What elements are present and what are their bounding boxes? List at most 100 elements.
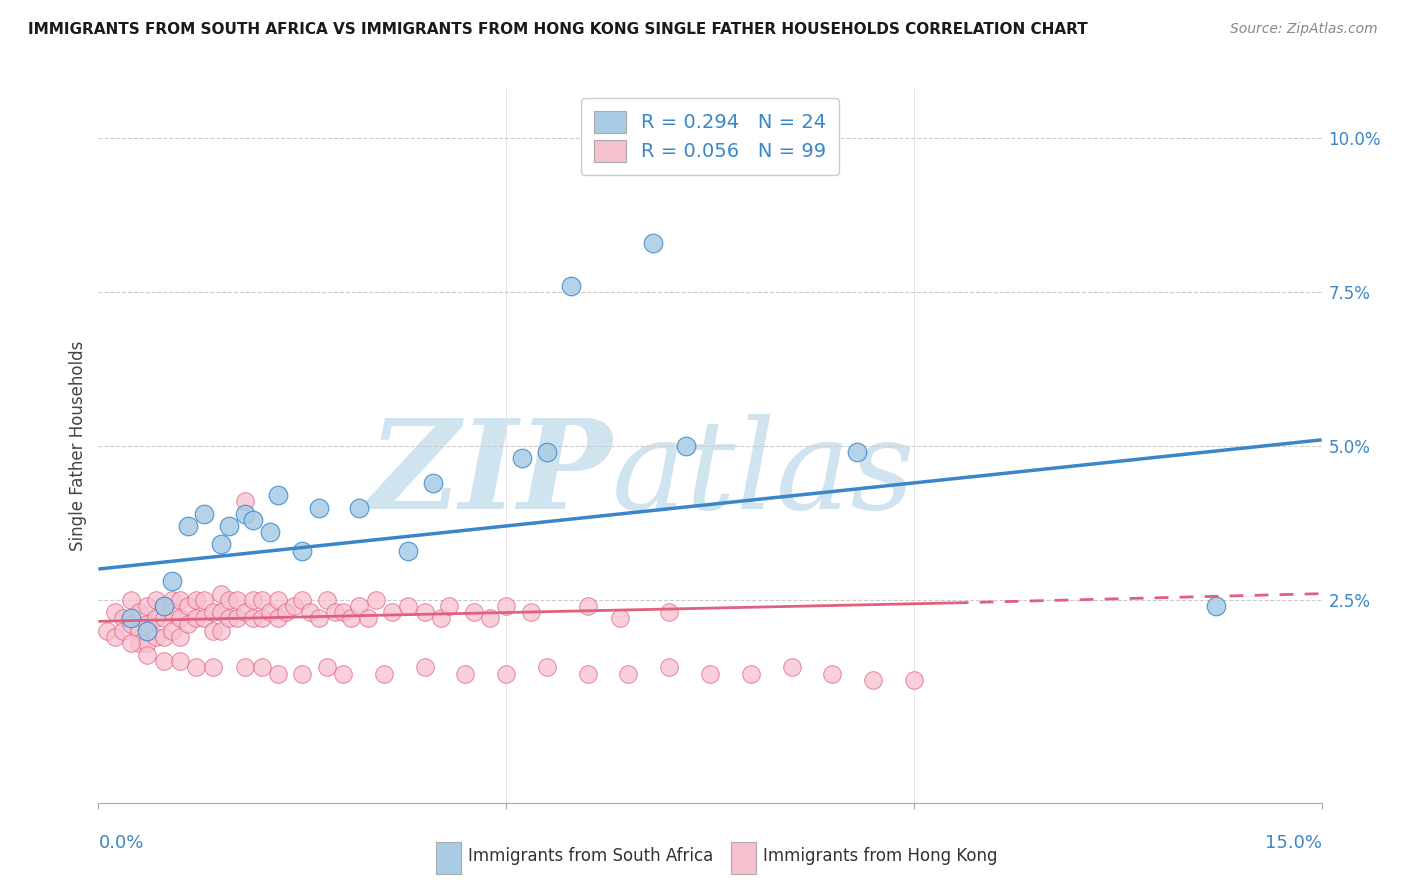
Text: 15.0%: 15.0%	[1264, 834, 1322, 852]
Text: ZIP: ZIP	[368, 414, 612, 535]
Point	[193, 611, 215, 625]
Text: Immigrants from South Africa: Immigrants from South Africa	[468, 847, 713, 865]
Point	[299, 605, 322, 619]
Point	[413, 660, 436, 674]
Point	[145, 611, 167, 625]
Point	[128, 636, 150, 650]
Point	[152, 654, 174, 668]
Point	[169, 592, 191, 607]
Point	[617, 666, 640, 681]
Point	[283, 599, 305, 613]
Point	[267, 592, 290, 607]
Point	[177, 599, 200, 613]
Point	[233, 660, 256, 674]
Point	[576, 666, 599, 681]
Point	[145, 630, 167, 644]
Point	[609, 611, 631, 625]
Point	[233, 507, 256, 521]
Point	[845, 445, 868, 459]
Point	[177, 519, 200, 533]
Point	[658, 660, 681, 674]
Point	[512, 451, 534, 466]
Point	[315, 592, 337, 607]
Point	[364, 592, 387, 607]
Point	[242, 513, 264, 527]
Point	[308, 611, 330, 625]
Point	[373, 666, 395, 681]
Point	[291, 666, 314, 681]
Y-axis label: Single Father Households: Single Father Households	[69, 341, 87, 551]
Point	[396, 543, 419, 558]
Point	[740, 666, 762, 681]
Point	[152, 611, 174, 625]
Point	[136, 636, 159, 650]
Point	[250, 660, 273, 674]
Point	[186, 660, 208, 674]
Point	[120, 636, 142, 650]
Point	[437, 599, 460, 613]
Point	[381, 605, 404, 619]
Point	[218, 519, 240, 533]
Point	[104, 605, 127, 619]
Point	[291, 543, 314, 558]
Point	[160, 592, 183, 607]
Point	[349, 500, 371, 515]
Point	[291, 592, 314, 607]
Point	[233, 605, 256, 619]
Point	[675, 439, 697, 453]
Point	[267, 611, 290, 625]
Point	[111, 611, 134, 625]
Point	[160, 605, 183, 619]
Point	[201, 660, 224, 674]
Text: Source: ZipAtlas.com: Source: ZipAtlas.com	[1230, 22, 1378, 37]
Point	[152, 599, 174, 613]
Point	[169, 611, 191, 625]
Point	[233, 494, 256, 508]
Point	[862, 673, 884, 687]
Point	[454, 666, 477, 681]
Point	[356, 611, 378, 625]
Point	[160, 624, 183, 638]
Point	[430, 611, 453, 625]
Point	[641, 235, 664, 250]
Point	[218, 611, 240, 625]
Point	[315, 660, 337, 674]
Point	[250, 611, 273, 625]
Point	[136, 599, 159, 613]
Text: IMMIGRANTS FROM SOUTH AFRICA VS IMMIGRANTS FROM HONG KONG SINGLE FATHER HOUSEHOL: IMMIGRANTS FROM SOUTH AFRICA VS IMMIGRAN…	[28, 22, 1088, 37]
Point	[226, 592, 249, 607]
Point	[340, 611, 363, 625]
Point	[136, 617, 159, 632]
Point	[111, 624, 134, 638]
Point	[658, 605, 681, 619]
Point	[332, 605, 354, 619]
Point	[250, 592, 273, 607]
Point	[193, 592, 215, 607]
Point	[495, 666, 517, 681]
Point	[128, 624, 150, 638]
Point	[463, 605, 485, 619]
Point	[145, 592, 167, 607]
Point	[104, 630, 127, 644]
Text: atlas: atlas	[612, 414, 915, 535]
Point	[267, 666, 290, 681]
Point	[259, 605, 281, 619]
Point	[169, 630, 191, 644]
Point	[903, 673, 925, 687]
Point	[396, 599, 419, 613]
Point	[120, 617, 142, 632]
Point	[186, 611, 208, 625]
Point	[201, 605, 224, 619]
Point	[169, 654, 191, 668]
Point	[536, 445, 558, 459]
Point	[332, 666, 354, 681]
Point	[308, 500, 330, 515]
Point	[780, 660, 803, 674]
Point	[413, 605, 436, 619]
Point	[560, 279, 582, 293]
Point	[136, 648, 159, 662]
Point	[120, 592, 142, 607]
Point	[323, 605, 346, 619]
Point	[821, 666, 844, 681]
Point	[536, 660, 558, 674]
